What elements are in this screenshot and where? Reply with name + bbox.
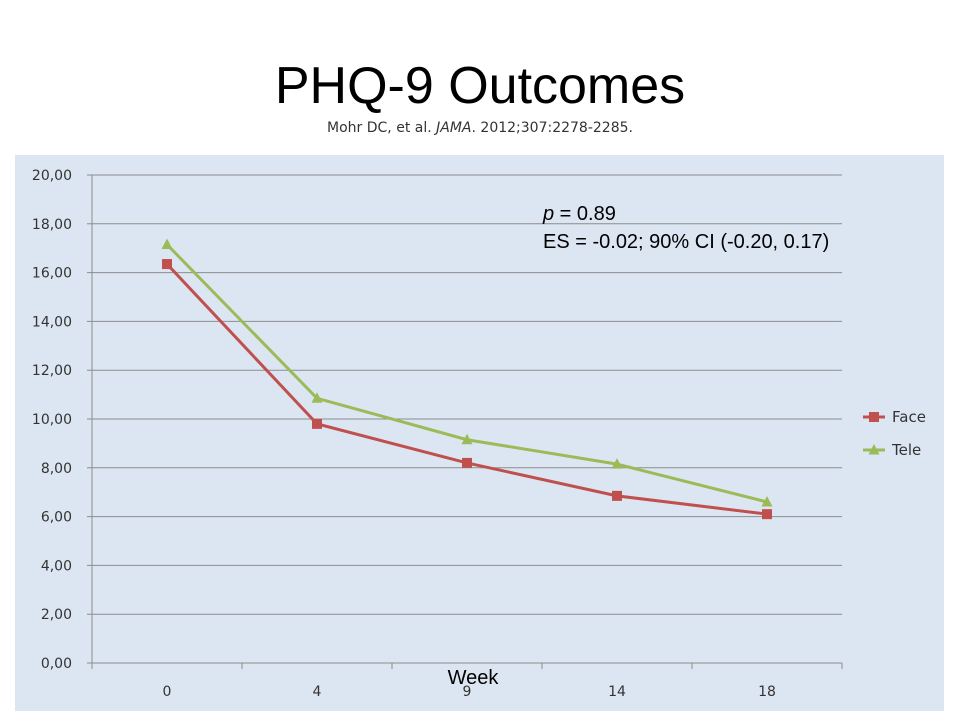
data-point-face (312, 418, 322, 429)
citation-details: . 2012;307:2278-2285. (471, 120, 633, 136)
citation-journal: JAMA (436, 120, 472, 136)
x-tick-label: 18 (758, 684, 776, 700)
legend-label-tele: Tele (891, 441, 921, 459)
x-axis-label: Week (448, 667, 500, 689)
y-tick-label: 18,00 (32, 217, 72, 233)
legend-marker-face (869, 412, 879, 422)
data-point-tele (761, 495, 773, 507)
effect-size-annotation: ES = -0.02; 90% CI (-0.20, 0.17) (543, 231, 829, 253)
data-point-face (612, 490, 622, 501)
p-value-annotation: p = 0.89 (542, 203, 616, 225)
x-tick-label: 4 (313, 684, 322, 700)
data-point-tele (461, 433, 473, 445)
x-tick-label: 9 (463, 684, 472, 700)
x-tick-label: 0 (163, 684, 172, 700)
data-point-face (162, 259, 172, 270)
data-point-face (762, 509, 772, 520)
data-point-face (462, 457, 472, 468)
p-value: = 0.89 (554, 203, 616, 225)
citation-authors: Mohr DC, et al. (327, 120, 437, 136)
y-tick-label: 4,00 (41, 558, 72, 574)
legend-marker-tele (868, 444, 880, 455)
y-tick-label: 16,00 (32, 266, 72, 282)
y-tick-label: 0,00 (41, 656, 72, 672)
slide-title: PHQ-9 Outcomes (274, 57, 686, 115)
series-line-face (165, 263, 768, 516)
y-tick-label: 10,00 (32, 412, 72, 428)
y-tick-label: 20,00 (32, 168, 72, 184)
y-tick-label: 2,00 (41, 607, 72, 623)
p-label: p (542, 203, 554, 225)
y-tick-label: 14,00 (32, 314, 72, 330)
line-chart: 0,00 2,00 4,00 6,00 8,00 10,00 12,00 14,00 16,00… (32, 168, 926, 700)
x-tick-label: 14 (608, 684, 626, 700)
data-point-tele (311, 392, 323, 403)
y-tick-label: 8,00 (41, 461, 72, 477)
legend-label-face: Face (892, 408, 926, 426)
y-tick-label: 12,00 (32, 363, 72, 379)
data-point-tele (161, 238, 173, 250)
y-tick-label: 6,00 (41, 510, 72, 526)
data-point-tele (611, 458, 623, 469)
chart-area: 0,00 2,00 4,00 6,00 8,00 10,00 12,00 14,00 16,00… (15, 155, 944, 711)
citation: Mohr DC, et al. JAMA. 2012;307:2278-2285… (0, 120, 960, 136)
